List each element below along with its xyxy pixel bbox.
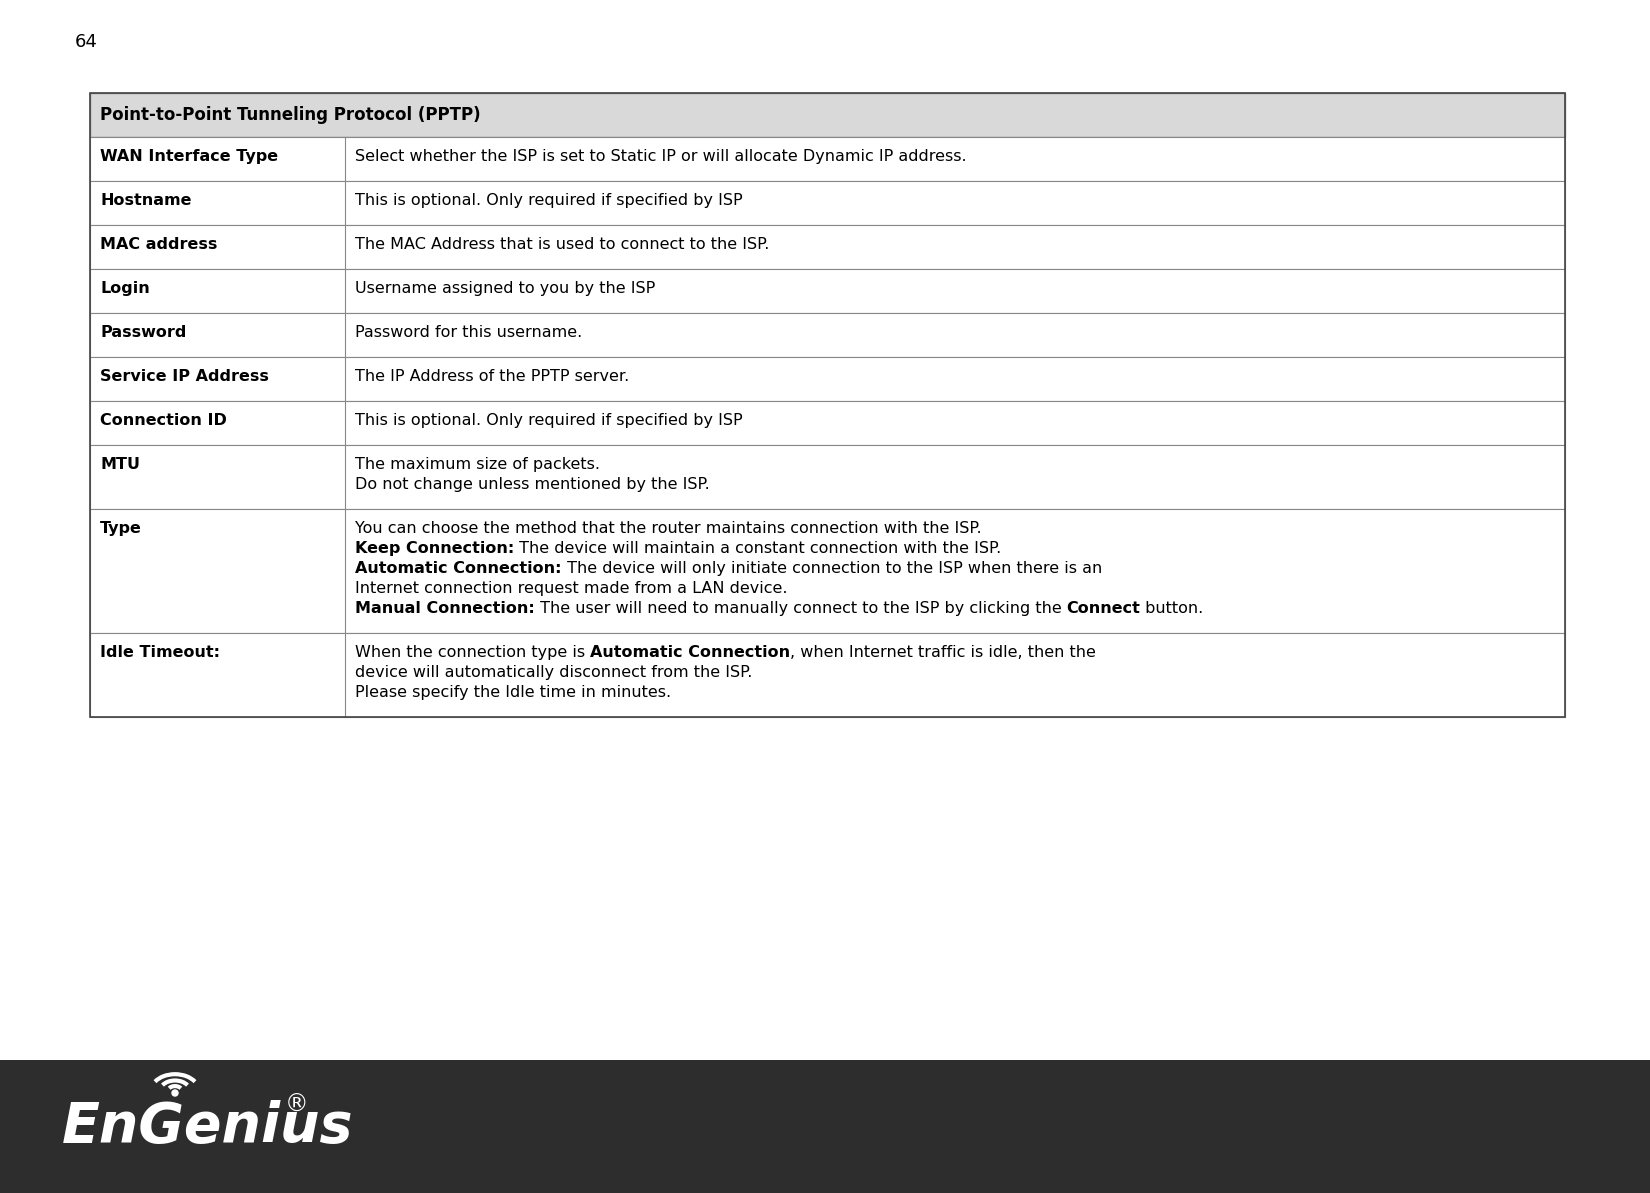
Bar [91, 509, 1564, 633]
Bar [91, 137, 1564, 181]
Text: Automatic Connection:: Automatic Connection: [355, 561, 561, 576]
Text: Hostname: Hostname [101, 193, 191, 208]
Text: Automatic Connection: Automatic Connection [591, 645, 790, 660]
Text: Please specify the Idle time in minutes.: Please specify the Idle time in minutes. [355, 685, 672, 700]
Text: Service IP Address: Service IP Address [101, 369, 269, 384]
Circle shape [172, 1090, 178, 1096]
Text: Manual Connection:: Manual Connection: [355, 601, 535, 616]
Text: This is optional. Only required if specified by ISP: This is optional. Only required if speci… [355, 413, 742, 428]
Text: button.: button. [1140, 601, 1204, 616]
Bar [91, 633, 1564, 717]
Bar [91, 93, 1564, 137]
Text: You can choose the method that the router maintains connection with the ISP.: You can choose the method that the route… [355, 521, 982, 536]
Text: The device will maintain a constant connection with the ISP.: The device will maintain a constant conn… [515, 540, 1002, 556]
Bar [91, 268, 1564, 313]
Text: When the connection type is: When the connection type is [355, 645, 591, 660]
Text: MAC address: MAC address [101, 237, 218, 252]
Text: The IP Address of the PPTP server.: The IP Address of the PPTP server. [355, 369, 629, 384]
Text: Username assigned to you by the ISP: Username assigned to you by the ISP [355, 282, 655, 296]
Text: Connection ID: Connection ID [101, 413, 228, 428]
Text: The user will need to manually connect to the ISP by clicking the: The user will need to manually connect t… [535, 601, 1066, 616]
Text: device will automatically disconnect from the ISP.: device will automatically disconnect fro… [355, 665, 752, 680]
Text: Keep Connection:: Keep Connection: [355, 540, 515, 556]
Text: Select whether the ISP is set to Static IP or will allocate Dynamic IP address.: Select whether the ISP is set to Static … [355, 149, 967, 163]
Text: MTU: MTU [101, 457, 140, 472]
Text: The device will only initiate connection to the ISP when there is an: The device will only initiate connection… [561, 561, 1102, 576]
Text: ®: ® [285, 1093, 309, 1117]
Text: 64: 64 [74, 33, 97, 51]
Text: Idle Timeout:: Idle Timeout: [101, 645, 219, 660]
Text: Type: Type [101, 521, 142, 536]
Bar [91, 445, 1564, 509]
Text: Password for this username.: Password for this username. [355, 324, 582, 340]
Bar [91, 313, 1564, 357]
Text: Point-to-Point Tunneling Protocol (PPTP): Point-to-Point Tunneling Protocol (PPTP) [101, 106, 480, 124]
Text: WAN Interface Type: WAN Interface Type [101, 149, 279, 163]
Text: Password: Password [101, 324, 186, 340]
Text: Internet connection request made from a LAN device.: Internet connection request made from a … [355, 581, 787, 596]
Text: Do not change unless mentioned by the ISP.: Do not change unless mentioned by the IS… [355, 477, 710, 492]
Text: Login: Login [101, 282, 150, 296]
Bar [91, 225, 1564, 268]
Bar [91, 93, 1564, 717]
Text: EnGenius: EnGenius [63, 1100, 353, 1154]
Text: Connect: Connect [1066, 601, 1140, 616]
Text: The maximum size of packets.: The maximum size of packets. [355, 457, 601, 472]
Text: This is optional. Only required if specified by ISP: This is optional. Only required if speci… [355, 193, 742, 208]
Text: , when Internet traffic is idle, then the: , when Internet traffic is idle, then th… [790, 645, 1096, 660]
Bar [91, 181, 1564, 225]
Bar [91, 357, 1564, 401]
Text: The MAC Address that is used to connect to the ISP.: The MAC Address that is used to connect … [355, 237, 769, 252]
Bar [91, 401, 1564, 445]
Bar [0, 1061, 1650, 1193]
